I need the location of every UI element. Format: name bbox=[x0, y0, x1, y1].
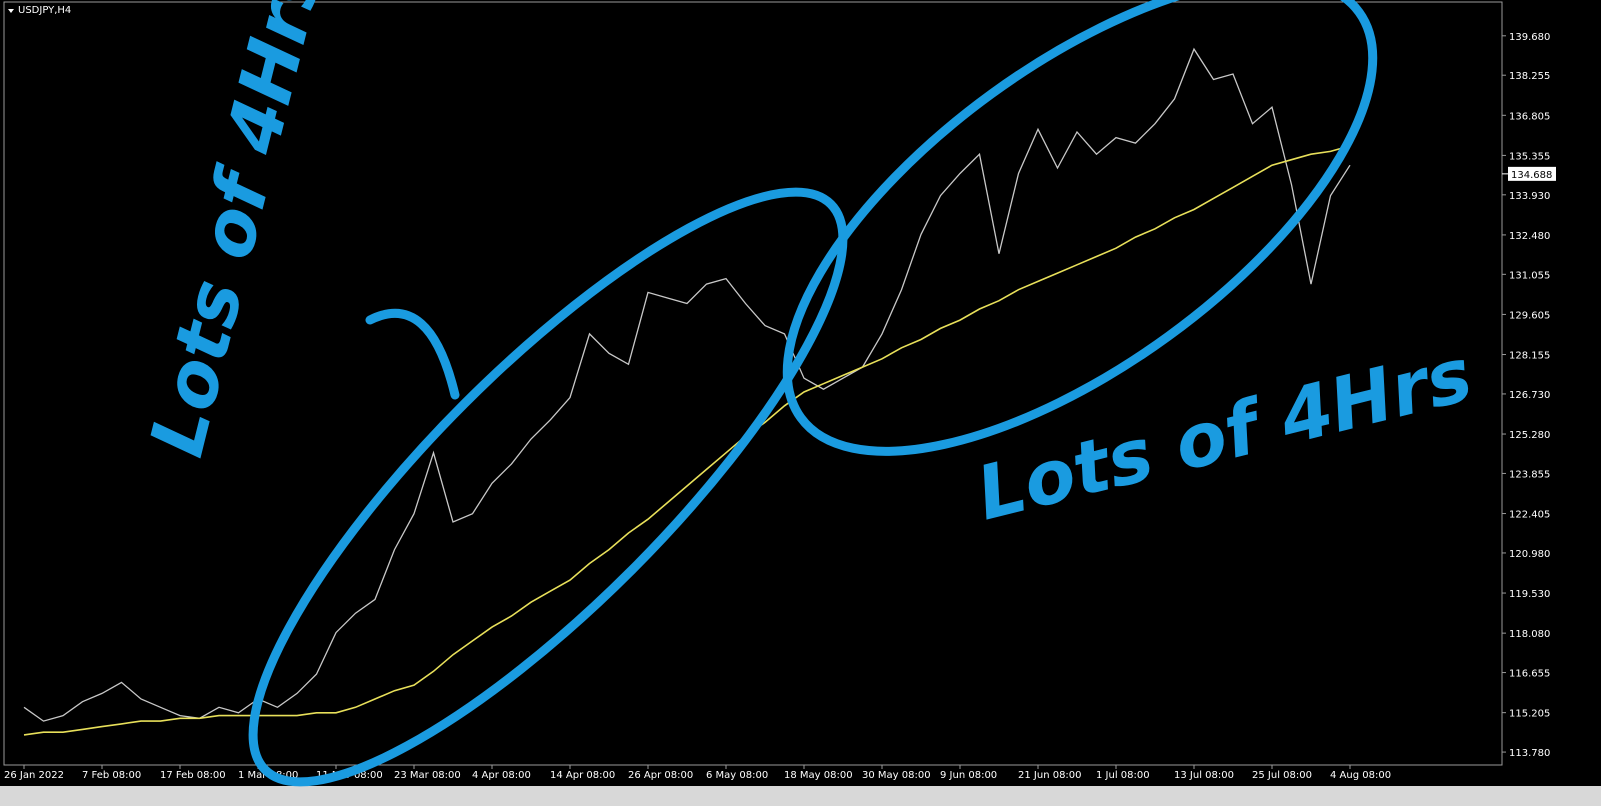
x-tick-label: 23 Mar 08:00 bbox=[394, 770, 461, 781]
y-tick-label: 139.680 bbox=[1509, 32, 1550, 43]
y-tick-label: 131.055 bbox=[1509, 270, 1550, 281]
y-tick-label: 132.480 bbox=[1509, 231, 1550, 242]
y-tick-label: 125.280 bbox=[1509, 430, 1550, 441]
y-tick-label: 126.730 bbox=[1509, 390, 1550, 401]
x-tick-label: 26 Apr 08:00 bbox=[628, 770, 693, 781]
x-tick-label: 21 Jun 08:00 bbox=[1018, 770, 1082, 781]
y-tick-label: 119.530 bbox=[1509, 589, 1550, 600]
y-tick-label: 118.080 bbox=[1509, 629, 1550, 640]
y-tick-label: 113.780 bbox=[1509, 748, 1550, 759]
x-tick-label: 17 Feb 08:00 bbox=[160, 770, 226, 781]
x-tick-label: 4 Apr 08:00 bbox=[472, 770, 531, 781]
last-price-box bbox=[1508, 166, 1556, 181]
y-tick-label: 136.805 bbox=[1509, 111, 1550, 122]
plot-frame bbox=[3, 1, 1503, 766]
x-tick-label: 30 May 08:00 bbox=[862, 770, 931, 781]
price-line bbox=[23, 145, 1351, 736]
x-tick-label: 25 Jul 08:00 bbox=[1252, 770, 1312, 781]
annotation-bracket bbox=[365, 308, 460, 400]
y-tick-label: 115.205 bbox=[1509, 709, 1550, 720]
price-line bbox=[23, 47, 1351, 722]
x-tick-label: 1 Jul 08:00 bbox=[1096, 770, 1150, 781]
x-tick-label: 13 Jul 08:00 bbox=[1174, 770, 1234, 781]
y-tick-label: 138.255 bbox=[1509, 71, 1550, 82]
annotation-ellipse bbox=[782, 0, 1378, 456]
x-tick-label: 9 Jun 08:00 bbox=[940, 770, 997, 781]
annotation-ellipse bbox=[248, 187, 848, 787]
last-price-label: 134.688 bbox=[1511, 170, 1552, 181]
tab-bar bbox=[0, 786, 1601, 806]
x-tick-label: 4 Aug 08:00 bbox=[1330, 770, 1391, 781]
x-tick-label: 26 Jan 2022 bbox=[4, 770, 64, 781]
y-tick-label: 135.355 bbox=[1509, 151, 1550, 162]
y-tick-label: 128.155 bbox=[1509, 351, 1550, 362]
y-tick-label: 133.930 bbox=[1509, 191, 1550, 202]
menu-arrow bbox=[8, 9, 14, 13]
y-tick-label: 122.405 bbox=[1509, 510, 1550, 521]
y-tick-label: 116.655 bbox=[1509, 669, 1550, 680]
chart-title: USDJPY,H4 bbox=[18, 5, 71, 16]
x-tick-label: 6 May 08:00 bbox=[706, 770, 768, 781]
y-tick-label: 129.605 bbox=[1509, 310, 1550, 321]
x-tick-label: 14 Apr 08:00 bbox=[550, 770, 615, 781]
plot bbox=[23, 47, 1351, 736]
y-tick-label: 123.855 bbox=[1509, 469, 1550, 480]
y-tick-label: 120.980 bbox=[1509, 549, 1550, 560]
x-tick-label: 7 Feb 08:00 bbox=[82, 770, 141, 781]
x-tick-label: 18 May 08:00 bbox=[784, 770, 853, 781]
